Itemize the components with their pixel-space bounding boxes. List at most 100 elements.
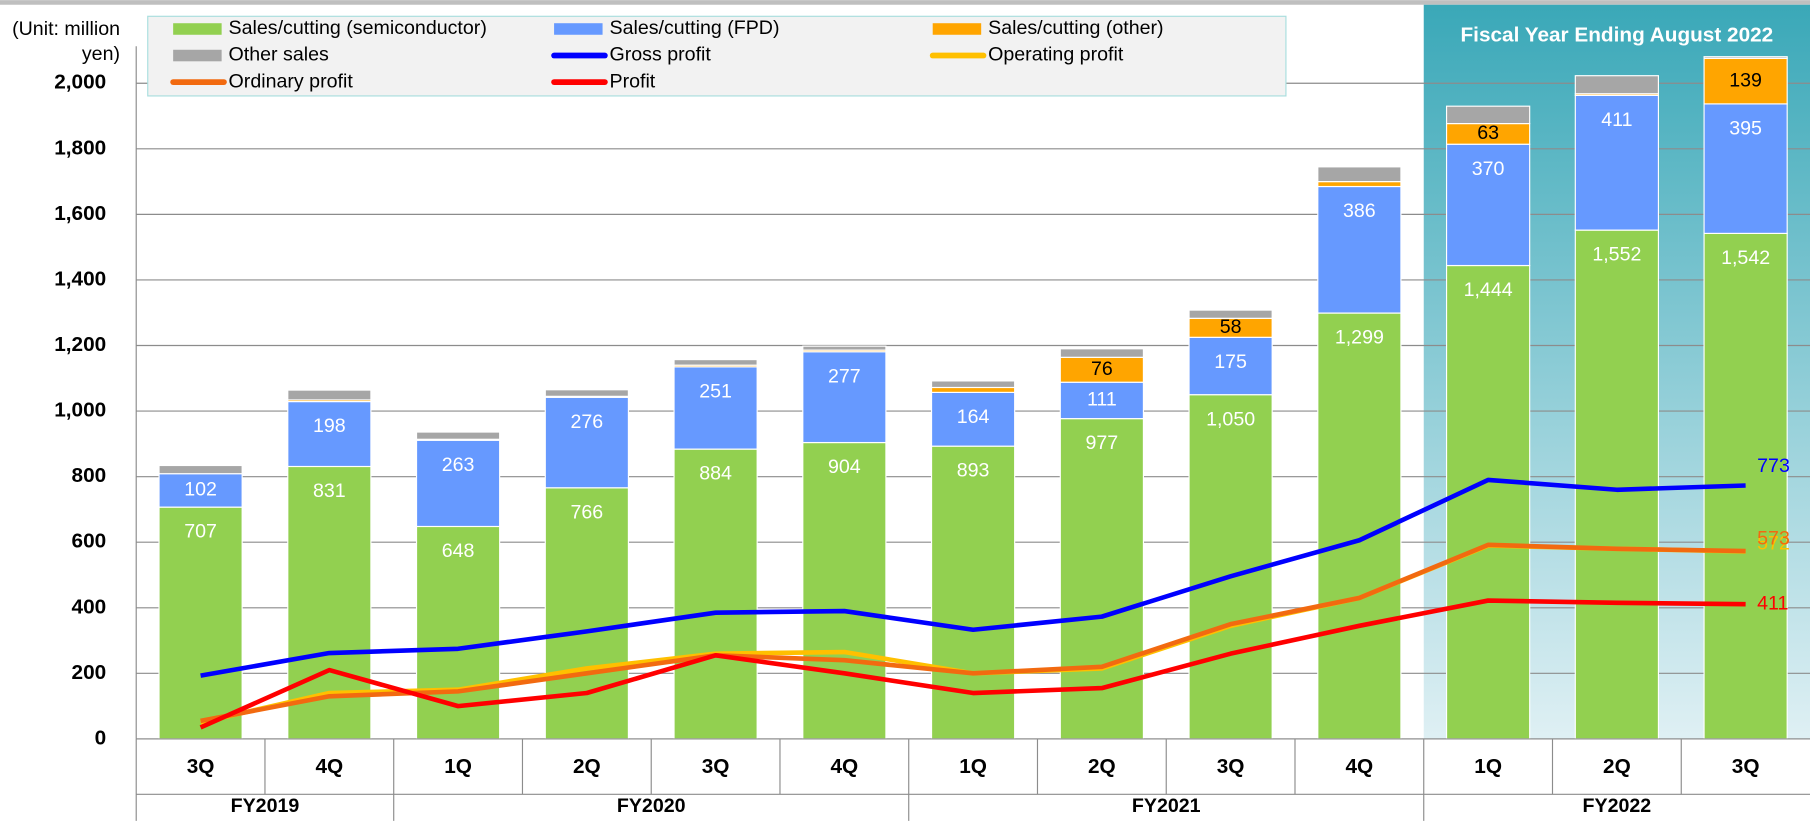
bar-segment <box>802 441 887 740</box>
bar-value-label: 251 <box>699 380 732 402</box>
bar-segment <box>1574 75 1660 95</box>
line-end-label: 573 <box>1757 528 1790 550</box>
bar-segment <box>158 506 243 740</box>
bar-segment <box>158 464 243 475</box>
bar-segment <box>1574 229 1660 740</box>
bar-value-label: 139 <box>1729 69 1762 91</box>
bar-value-label: 395 <box>1729 117 1762 139</box>
legend-label: Gross profit <box>609 44 711 66</box>
highlight-label: Fiscal Year Ending August 2022 <box>1460 23 1773 46</box>
y-tick-label: 400 <box>72 595 107 618</box>
y-tick-label: 600 <box>72 530 107 553</box>
bar-value-label: 893 <box>957 460 990 482</box>
bar-value-label: 102 <box>184 479 217 501</box>
bar-value-label: 1,050 <box>1206 408 1255 430</box>
line-series <box>200 542 1746 724</box>
bar-segment <box>1188 336 1273 396</box>
bar-segment <box>1059 381 1144 420</box>
bar-segment <box>415 439 501 528</box>
y-axis-label: (Unit: million yen) <box>12 17 121 65</box>
bar-value-label: 1,542 <box>1721 247 1770 269</box>
bar-segment <box>1445 264 1531 740</box>
bar-value-label: 411 <box>1601 109 1632 131</box>
bar-segment <box>287 400 372 468</box>
bar-value-label: 370 <box>1472 158 1505 180</box>
legend-swatch <box>932 23 982 35</box>
legend-label: Profit <box>609 70 655 92</box>
bar-segment <box>287 389 372 401</box>
line-end-label: 773 <box>1757 455 1790 477</box>
y-tick-label: 1,200 <box>54 333 106 356</box>
bar-segment <box>1445 105 1531 125</box>
bar-value-label: 76 <box>1091 358 1113 380</box>
bar-value-label: 977 <box>1085 432 1118 454</box>
bar-segment <box>673 366 758 450</box>
bar-segment <box>1059 418 1144 740</box>
legend-label: Operating profit <box>988 44 1124 66</box>
y-tick-label: 800 <box>72 464 107 487</box>
y-tick-label: 1,600 <box>54 202 106 225</box>
top-strip <box>0 0 1810 5</box>
legend-label: Ordinary profit <box>229 70 354 92</box>
legend-swatch <box>554 23 603 35</box>
bar-segment <box>415 431 501 440</box>
bar-value-label: 1,299 <box>1335 327 1384 349</box>
x-tick-label: 2Q <box>573 755 601 778</box>
x-tick-label: 2Q <box>1088 755 1116 778</box>
bar-value-label: 707 <box>184 521 217 543</box>
bar-segment <box>930 386 1016 393</box>
bar-value-label: 884 <box>699 463 732 485</box>
bar-segment <box>1574 94 1660 231</box>
unit-box: (Unit: million yen) <box>12 17 121 65</box>
x-tick-label: 3Q <box>1217 755 1245 778</box>
x-tick-label: 1Q <box>1474 755 1502 778</box>
bar-value-label: 63 <box>1477 122 1499 144</box>
bar-segment <box>1317 185 1402 314</box>
x-tick-label: 3Q <box>187 755 215 778</box>
y-tick-label: 200 <box>72 661 107 684</box>
line-series <box>199 598 1746 730</box>
y-tick-label: 2,000 <box>54 71 106 94</box>
bar-segment <box>1317 166 1402 183</box>
bar-value-label: 277 <box>828 365 861 387</box>
bar-value-label: 1,552 <box>1592 244 1641 266</box>
x-tick-label: 4Q <box>1346 755 1374 778</box>
group-label: FY2022 <box>1583 795 1652 817</box>
group-label: FY2021 <box>1132 795 1201 817</box>
x-tick-label: 1Q <box>444 755 472 778</box>
bar-value-label: 1,444 <box>1464 279 1513 301</box>
bar-value-label: 111 <box>1087 389 1117 411</box>
legend-label: Sales/cutting (other) <box>988 17 1163 39</box>
x-tick-label: 3Q <box>1732 755 1760 778</box>
x-tick-label: 4Q <box>831 755 859 778</box>
bar-value-label: 386 <box>1343 200 1376 222</box>
bar-segment <box>930 380 1016 389</box>
x-tick-label: 4Q <box>315 755 343 778</box>
y-tick-label: 1,400 <box>54 267 106 290</box>
bar-value-label: 831 <box>313 480 346 502</box>
bar-segment <box>1059 356 1144 383</box>
bar-segment <box>802 345 887 351</box>
bar-segment <box>1703 56 1788 59</box>
legend-label: Other sales <box>229 44 329 66</box>
bar-segment <box>544 487 629 740</box>
legend-swatch <box>173 23 222 35</box>
bar-value-label: 58 <box>1220 316 1242 338</box>
x-tick-label: 3Q <box>702 755 730 778</box>
bar-segment <box>1188 309 1273 319</box>
group-label: FY2019 <box>231 795 300 817</box>
group-label: FY2020 <box>617 795 686 817</box>
bar-segment <box>930 391 1016 447</box>
y-tick-label: 0 <box>95 726 107 749</box>
x-tick-label: 2Q <box>1603 755 1631 778</box>
x-tick-label: 1Q <box>959 755 987 778</box>
bar-value-label: 648 <box>442 540 475 562</box>
bar-value-label: 904 <box>828 456 861 478</box>
bar-segment <box>673 359 758 366</box>
bar-segment <box>544 396 629 489</box>
bar-segment <box>1703 57 1788 105</box>
legend-label: Sales/cutting (semiconductor) <box>229 17 487 39</box>
bar-segment <box>802 351 887 444</box>
